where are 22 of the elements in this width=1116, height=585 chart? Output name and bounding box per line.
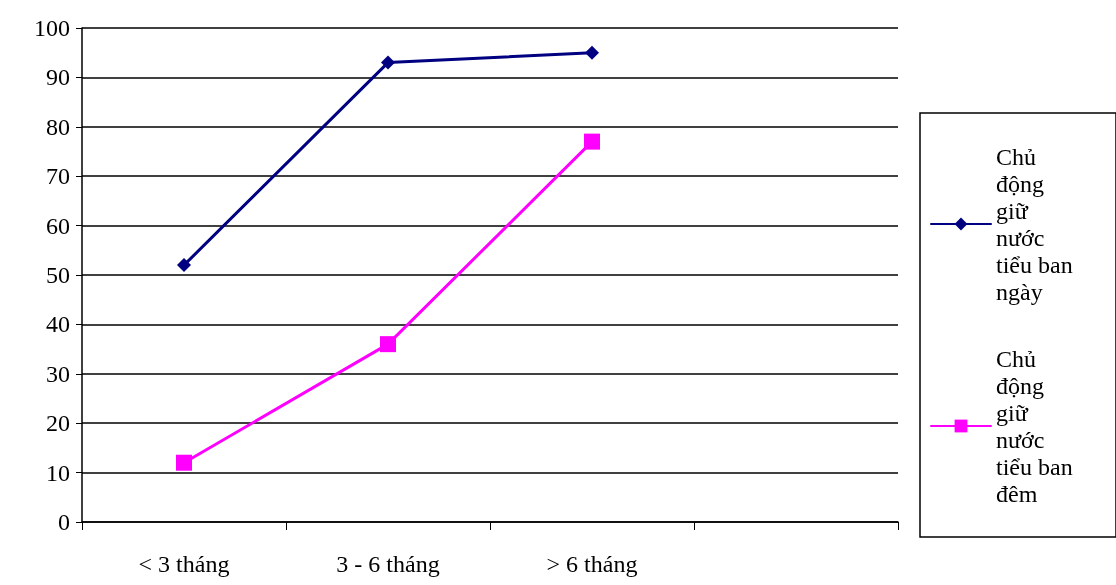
point <box>584 133 600 150</box>
y-tick-label: 70 <box>46 163 70 190</box>
legend-label: Chủ động giữ nước tiểu ban đêm <box>996 345 1079 507</box>
y-tick-label: 40 <box>46 311 70 338</box>
y-tick-label: 50 <box>46 262 70 288</box>
x-tick-label: > 6 tháng <box>546 551 638 577</box>
x-tick-label: 3 - 6 tháng <box>336 551 440 577</box>
y-tick-label: 10 <box>46 459 70 486</box>
y-tick-label: 0 <box>58 509 70 535</box>
y-tick-label: 80 <box>46 113 70 140</box>
point <box>585 45 599 60</box>
y-tick-label: 30 <box>46 360 70 387</box>
point <box>177 258 191 273</box>
point <box>380 336 396 353</box>
point <box>381 55 395 70</box>
y-tick-label: 100 <box>34 15 70 41</box>
y-tick-label: 20 <box>46 410 70 437</box>
legend-label: Chủ động giữ nước tiểu ban ngày <box>996 143 1079 305</box>
x-tick-label: < 3 tháng <box>138 551 230 577</box>
y-tick-label: 60 <box>46 212 70 239</box>
y-tick-label: 90 <box>46 64 70 91</box>
point <box>176 454 192 471</box>
